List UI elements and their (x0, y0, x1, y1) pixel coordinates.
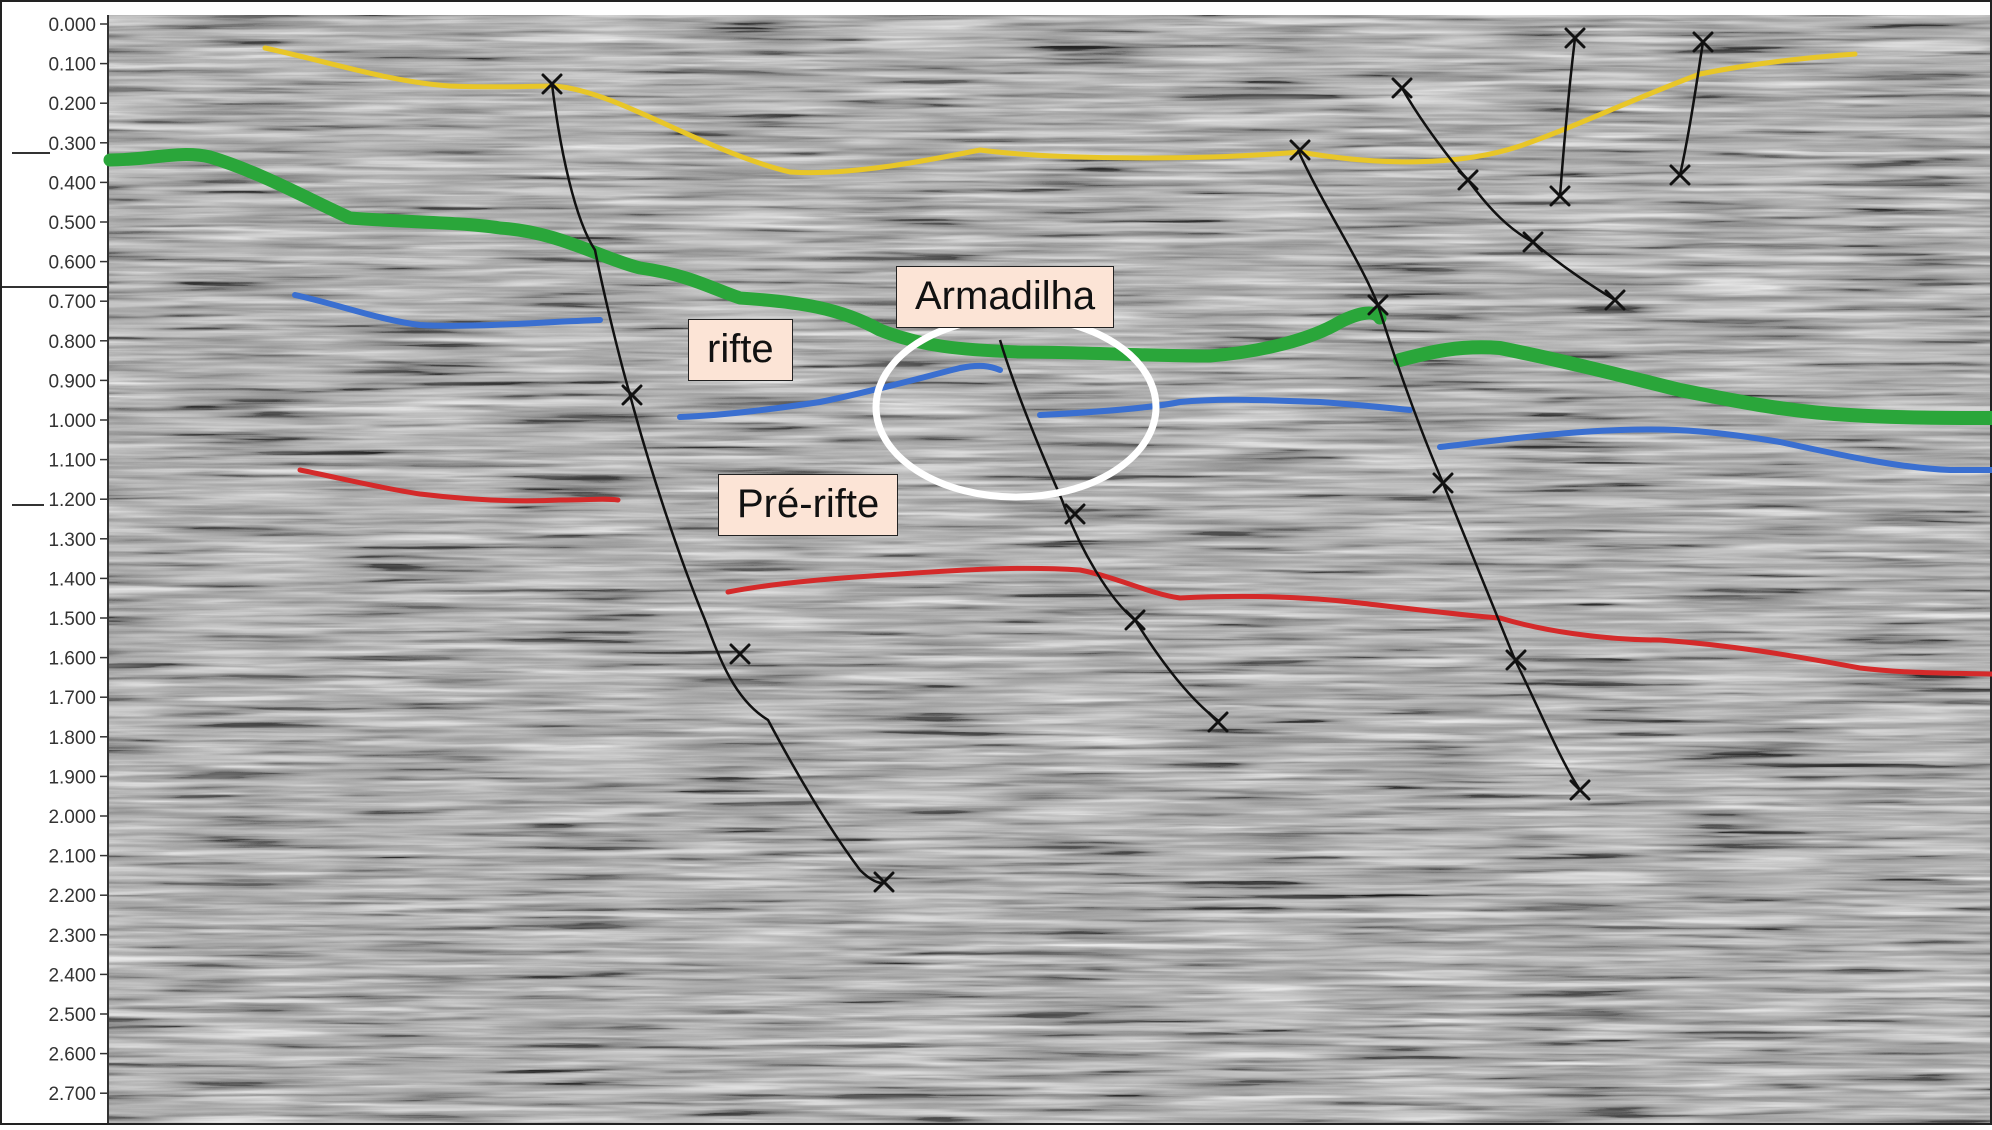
x-mark-icon (1564, 27, 1586, 49)
time-tick-label: 0.800 (48, 332, 96, 353)
horizon-red-lower (725, 565, 1992, 677)
x-mark-icon (873, 871, 895, 893)
time-tick-label: 1.400 (48, 569, 96, 590)
horizon-blue-mid (1037, 396, 1413, 418)
x-mark-icon (1124, 609, 1146, 631)
x-mark-icon (1669, 164, 1691, 186)
time-tick-label: 2.000 (48, 807, 96, 828)
time-tick-label: 0.500 (48, 213, 96, 234)
x-mark-icon (1367, 294, 1389, 316)
fault-1 (550, 83, 886, 885)
time-tick-label: 2.400 (48, 965, 96, 986)
axis-strip (2, 2, 108, 1123)
x-mark-icon (1522, 231, 1544, 253)
time-tick-label: 1.000 (48, 411, 96, 432)
horizons (103, 45, 1992, 677)
time-tick-label: 0.200 (48, 94, 96, 115)
time-tick-label: 0.900 (48, 371, 96, 392)
time-tick-label: 1.500 (48, 609, 96, 630)
time-tick-label: 2.600 (48, 1045, 96, 1066)
horizon-blue-upper (292, 292, 603, 329)
horizon-blue-trap (677, 362, 1003, 420)
time-tick-label: 0.000 (48, 15, 96, 36)
x-mark-icon (1289, 139, 1311, 161)
x-mark-icon (1064, 503, 1086, 525)
horizon-red-upper (297, 467, 621, 504)
time-tick-label: 1.200 (48, 490, 96, 511)
horizon-yellow (262, 45, 1858, 176)
time-tick-label: 1.800 (48, 728, 96, 749)
label-trap: Armadilha (896, 266, 1115, 328)
time-tick-label: 1.600 (48, 649, 96, 670)
horizon-green-right (1393, 340, 1992, 425)
fault-2 (998, 339, 1221, 724)
time-tick-label: 2.500 (48, 1005, 96, 1026)
x-mark-icon (1604, 289, 1626, 311)
time-tick-label: 1.700 (48, 688, 96, 709)
fault-5 (1558, 37, 1577, 197)
x-mark-icon (621, 384, 643, 406)
time-tick-label: 2.200 (48, 886, 96, 907)
fault-4 (1400, 87, 1616, 302)
fault-markers (541, 27, 1714, 893)
time-tick-label: 1.100 (48, 451, 96, 472)
label-pre-rift: Pré-rifte (718, 474, 899, 536)
x-mark-icon (1569, 779, 1591, 801)
x-mark-icon (1207, 711, 1229, 733)
x-mark-icon (1692, 31, 1714, 53)
time-tick-label: 0.600 (48, 253, 96, 274)
x-mark-icon (541, 73, 563, 95)
time-tick-label: 0.700 (48, 292, 96, 313)
time-tick-label: 0.100 (48, 55, 96, 76)
time-tick-label: 1.900 (48, 767, 96, 788)
x-mark-icon (1457, 169, 1479, 191)
horizon-blue-right (1437, 426, 1992, 473)
x-mark-icon (1505, 649, 1527, 671)
x-mark-icon (1391, 77, 1413, 99)
time-tick-label: 2.100 (48, 847, 96, 868)
time-tick-label: 2.300 (48, 926, 96, 947)
time-tick-label: 0.400 (48, 173, 96, 194)
x-mark-icon (1549, 185, 1571, 207)
x-mark-icon (1432, 472, 1454, 494)
time-tick-label: 1.300 (48, 530, 96, 551)
horizon-green-left (103, 148, 1387, 363)
label-rift: rifte (688, 319, 793, 381)
fault-6 (1678, 41, 1705, 176)
time-tick-label: 0.300 (48, 134, 96, 155)
time-axis-ticks: 0.000 0.100 0.200 0.300 0.400 0.500 0.600 0.700… (48, 15, 108, 1105)
time-tick-label: 2.700 (48, 1084, 96, 1105)
x-mark-icon (729, 643, 751, 665)
